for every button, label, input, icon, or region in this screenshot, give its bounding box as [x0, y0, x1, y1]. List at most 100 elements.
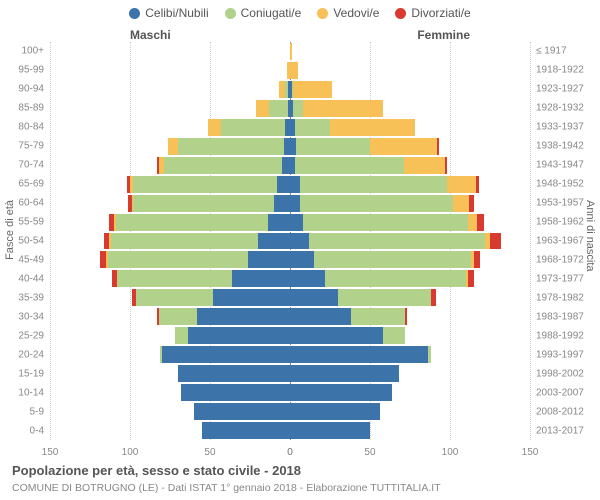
bar-segment: [268, 214, 290, 231]
bar-segment: [309, 233, 485, 250]
male-bar: [50, 384, 290, 401]
age-label: 100+: [21, 46, 44, 57]
pyramid-row: 85-891928-1932: [50, 99, 530, 118]
birth-year-label: 1938-1942: [536, 141, 584, 152]
bar-segment: [282, 157, 290, 174]
birth-year-label: 2003-2007: [536, 387, 584, 398]
birth-year-label: 1973-1977: [536, 273, 584, 284]
female-bar: [290, 403, 530, 420]
bar-segment: [490, 233, 501, 250]
pyramid-row: 45-491968-1972: [50, 250, 530, 269]
pyramid-row: 40-441973-1977: [50, 269, 530, 288]
bar-segment: [325, 270, 466, 287]
grid-line: [530, 42, 531, 440]
bar-segment: [159, 308, 197, 325]
bar-segment: [136, 289, 213, 306]
yaxis-right-title: Anni di nascita: [584, 200, 596, 272]
legend-swatch: [317, 8, 328, 19]
bar-segment: [293, 100, 303, 117]
pyramid-row: 10-142003-2007: [50, 383, 530, 402]
pyramid-row: 80-841933-1937: [50, 118, 530, 137]
age-label: 80-84: [18, 122, 44, 133]
bar-segment: [116, 214, 268, 231]
bar-segment: [469, 195, 474, 212]
birth-year-label: 1943-1947: [536, 160, 584, 171]
age-label: 45-49: [18, 254, 44, 265]
bar-segment: [290, 289, 338, 306]
bar-segment: [290, 195, 300, 212]
age-label: 50-54: [18, 235, 44, 246]
age-label: 35-39: [18, 292, 44, 303]
age-label: 40-44: [18, 273, 44, 284]
bar-segment: [232, 270, 290, 287]
bar-segment: [370, 138, 437, 155]
bar-segment: [405, 308, 407, 325]
bar-segment: [202, 422, 290, 439]
female-bar: [290, 195, 530, 212]
bar-segment: [447, 176, 476, 193]
age-label: 70-74: [18, 160, 44, 171]
pyramid-row: 75-791938-1942: [50, 137, 530, 156]
female-bar: [290, 233, 530, 250]
pyramid-row: 90-941923-1927: [50, 80, 530, 99]
bar-segment: [314, 251, 471, 268]
female-bar: [290, 289, 530, 306]
bar-segment: [290, 346, 428, 363]
female-bar: [290, 384, 530, 401]
age-label: 55-59: [18, 217, 44, 228]
bar-segment: [351, 308, 405, 325]
bar-segment: [303, 100, 383, 117]
pyramid-row: 70-741943-1947: [50, 156, 530, 175]
birth-year-label: 2013-2017: [536, 425, 584, 436]
bar-segment: [256, 100, 269, 117]
bar-segment: [277, 176, 290, 193]
bar-segment: [290, 365, 399, 382]
pyramid-row: 35-391978-1982: [50, 288, 530, 307]
female-bar: [290, 346, 530, 363]
birth-year-label: 1953-1957: [536, 198, 584, 209]
male-bar: [50, 138, 290, 155]
bar-segment: [431, 289, 436, 306]
female-bar: [290, 100, 530, 117]
birth-year-label: 1963-1967: [536, 235, 584, 246]
bar-segment: [428, 346, 431, 363]
female-bar: [290, 365, 530, 382]
pyramid-row: 5-92008-2012: [50, 402, 530, 421]
bar-segment: [290, 233, 309, 250]
male-bar: [50, 81, 290, 98]
male-bar: [50, 176, 290, 193]
bar-segment: [303, 214, 468, 231]
age-label: 30-34: [18, 311, 44, 322]
bar-segment: [290, 403, 380, 420]
chart-subtitle: COMUNE DI BOTRUGNO (LE) - Dati ISTAT 1° …: [12, 482, 441, 494]
x-tick: 0: [287, 447, 293, 458]
bar-segment: [476, 176, 479, 193]
x-tick: 100: [442, 447, 459, 458]
bar-segment: [474, 251, 480, 268]
female-bar: [290, 43, 530, 60]
bar-segment: [133, 195, 274, 212]
legend-label: Celibi/Nubili: [145, 6, 208, 20]
female-bar: [290, 119, 530, 136]
female-bar: [290, 157, 530, 174]
bar-segment: [404, 157, 446, 174]
pyramid-row: 55-591958-1962: [50, 213, 530, 232]
legend-label: Divorziati/e: [411, 6, 470, 20]
bar-segment: [188, 327, 290, 344]
x-tick: 150: [522, 447, 539, 458]
age-label: 25-29: [18, 330, 44, 341]
age-label: 15-19: [18, 368, 44, 379]
bar-segment: [295, 119, 330, 136]
birth-year-label: 1983-1987: [536, 311, 584, 322]
bar-segment: [290, 176, 300, 193]
bar-segment: [290, 270, 325, 287]
birth-year-label: 2008-2012: [536, 406, 584, 417]
bar-segment: [290, 327, 383, 344]
legend-swatch: [225, 8, 236, 19]
x-tick: 150: [42, 447, 59, 458]
age-label: 10-14: [18, 387, 44, 398]
bar-segment: [221, 119, 285, 136]
bar-segment: [108, 251, 249, 268]
male-bar: [50, 403, 290, 420]
pyramid-row: 100+≤ 1917: [50, 42, 530, 61]
